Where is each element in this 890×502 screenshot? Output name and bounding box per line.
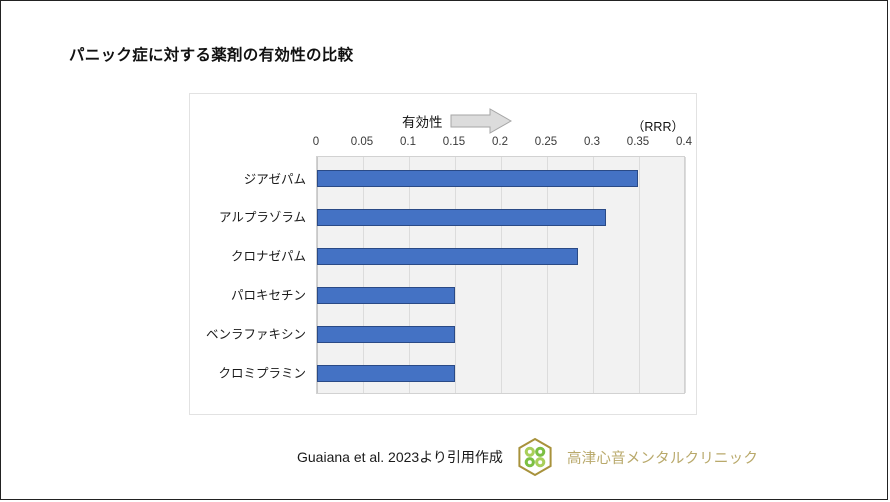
y-category-label: クロナゼパム — [230, 249, 306, 264]
table-row — [317, 287, 684, 304]
y-axis-line — [317, 157, 318, 393]
y-category-label: パロキセチン — [230, 288, 306, 303]
x-axis-tick-labels: 0 0.05 0.1 0.15 0.2 0.25 0.3 0.35 0.4 — [190, 136, 696, 152]
table-row — [317, 365, 684, 382]
bar-diazepam[interactable] — [317, 170, 639, 187]
table-row — [317, 209, 684, 226]
table-row — [317, 326, 684, 343]
page-title: パニック症に対する薬剤の有効性の比較 — [69, 47, 354, 64]
gridline — [547, 157, 548, 393]
gridline — [501, 157, 502, 393]
clinic-name: 高津心音メンタルクリニック — [566, 450, 759, 467]
gridline — [685, 157, 686, 393]
table-row — [317, 170, 684, 187]
chart-container: 有効性 （RRR） 0 0.05 0.1 0.15 0.2 0.25 0.3 0… — [189, 93, 697, 415]
axis-unit-label: （RRR） — [631, 120, 684, 134]
effectiveness-label: 有効性 — [402, 115, 443, 130]
gridline — [593, 157, 594, 393]
y-category-label: ベンラファキシン — [205, 327, 306, 342]
x-tick-label: 0 — [312, 136, 320, 148]
y-axis-category-labels: ジアゼパム アルプラゾラム クロナゼパム パロキセチン ベンラファキシン クロミ… — [190, 156, 314, 394]
bar-clomipramine[interactable] — [317, 365, 455, 382]
x-tick-label: 0.05 — [350, 136, 374, 148]
gridline — [363, 157, 364, 393]
y-category-label: アルプラゾラム — [218, 210, 306, 225]
x-tick-label: 0.25 — [534, 136, 558, 148]
y-category-label: ジアゼパム — [243, 172, 306, 187]
bar-clonazepam[interactable] — [317, 248, 579, 265]
clover-hexagon-logo — [518, 437, 552, 477]
x-tick-label: 0.2 — [492, 136, 508, 148]
gridline — [639, 157, 640, 393]
source-citation: Guaiana et al. 2023より引用作成 — [297, 449, 503, 465]
bar-alprazolam[interactable] — [317, 209, 606, 226]
bar-paroxetine[interactable] — [317, 287, 455, 304]
x-tick-label: 0.35 — [626, 136, 650, 148]
table-row — [317, 248, 684, 265]
x-tick-label: 0.3 — [584, 136, 600, 148]
footer: Guaiana et al. 2023より引用作成 高津心音メンタルクリニック — [297, 437, 758, 477]
plot-area — [316, 156, 686, 394]
x-tick-label: 0.1 — [400, 136, 416, 148]
right-arrow-icon — [450, 108, 512, 134]
x-tick-label: 0.4 — [676, 136, 692, 148]
bar-venlafaxine[interactable] — [317, 326, 455, 343]
gridline — [455, 157, 456, 393]
y-category-label: クロミプラミン — [218, 366, 306, 381]
effectiveness-annotation: 有効性 — [402, 108, 512, 134]
bars-layer — [317, 157, 684, 393]
x-tick-label: 0.15 — [442, 136, 466, 148]
gridline — [409, 157, 410, 393]
